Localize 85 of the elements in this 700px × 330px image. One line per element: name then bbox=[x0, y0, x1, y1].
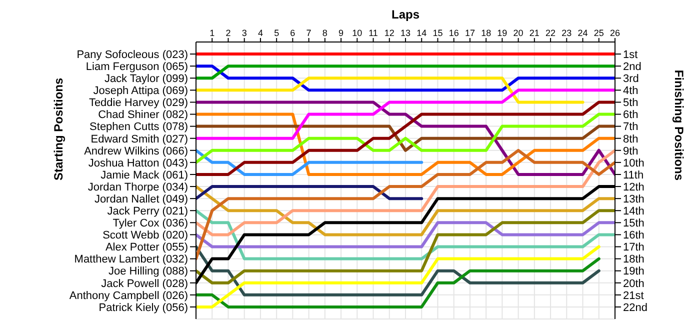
line-series bbox=[196, 112, 615, 164]
line-series bbox=[196, 245, 600, 308]
x-tick-label: 6 bbox=[290, 28, 296, 38]
x-tick-label: 21 bbox=[529, 28, 540, 38]
y2-tick-label: 20th bbox=[623, 278, 644, 290]
y2-tick-label: 4th bbox=[623, 85, 638, 98]
category-label: Patrick Kiely (056) bbox=[98, 302, 188, 314]
x-tick-label: 15 bbox=[432, 28, 443, 38]
category-label: Chad Shiner (082) bbox=[98, 109, 188, 122]
category-label: Jack Perry (021) bbox=[107, 206, 188, 218]
y2-tick-label: 12th bbox=[623, 181, 644, 194]
y2-tick-label: 5th bbox=[623, 97, 638, 110]
category-label: Jordan Nallet (049) bbox=[94, 193, 188, 206]
category-label: Joe Hilling (088) bbox=[108, 266, 188, 278]
x-tick-label: 24 bbox=[578, 28, 588, 38]
y2-tick-label: 22nd bbox=[623, 302, 648, 314]
y2-tick-label: 7th bbox=[623, 121, 638, 134]
category-label: Liam Ferguson (065) bbox=[86, 60, 188, 73]
x-tick-label: 4 bbox=[258, 28, 263, 38]
x-tick-label: 19 bbox=[497, 28, 508, 38]
category-label: Jordan Thorpe (034) bbox=[88, 181, 188, 194]
y2-tick-label: 9th bbox=[623, 145, 638, 158]
category-label: Joseph Attipa (069) bbox=[93, 85, 188, 98]
x-tick-label: 14 bbox=[416, 28, 427, 38]
category-label: Alex Potter (055) bbox=[105, 242, 188, 254]
x-tick-label: 20 bbox=[513, 28, 524, 38]
category-label: Jack Taylor (099) bbox=[104, 73, 188, 86]
y2-tick-label: 19th bbox=[623, 266, 644, 278]
x-tick-label: 11 bbox=[368, 28, 378, 38]
category-label: Jack Powell (028) bbox=[101, 278, 188, 290]
x-tick-label: 17 bbox=[464, 28, 475, 38]
category-label: Pany Sofocleous (023) bbox=[76, 48, 188, 61]
y2-tick-label: 10th bbox=[623, 157, 644, 170]
line-series bbox=[196, 209, 615, 260]
category-label: Stephen Cutts (078) bbox=[90, 121, 188, 134]
y2-tick-label: 6th bbox=[623, 109, 638, 122]
y2-tick-label: 14th bbox=[623, 206, 644, 218]
category-label: Edward Smith (027) bbox=[90, 133, 188, 146]
x-tick-label: 8 bbox=[322, 28, 328, 38]
x-tick-label: 23 bbox=[562, 28, 572, 38]
x-axis-title: Laps bbox=[391, 8, 420, 22]
y2-tick-label: 11th bbox=[623, 169, 644, 182]
x-tick-label: 25 bbox=[594, 28, 604, 38]
x-tick-label: 12 bbox=[384, 28, 394, 38]
category-label: Tyler Cox (036) bbox=[112, 218, 188, 230]
line-series bbox=[196, 148, 615, 260]
y2-tick-label: 2nd bbox=[623, 60, 642, 73]
x-tick-label: 22 bbox=[546, 28, 556, 38]
line-series bbox=[196, 257, 600, 308]
x-tick-label: 26 bbox=[610, 28, 620, 38]
text: Starting Positions bbox=[51, 78, 66, 180]
y2-tick-label: 21st bbox=[623, 290, 644, 302]
x-tick-label: 5 bbox=[274, 28, 280, 38]
y2-tick-label: 15th bbox=[623, 218, 644, 230]
x-tick-label: 2 bbox=[226, 28, 231, 38]
y2-axis-title: Finishing Positions bbox=[672, 70, 686, 181]
y2-tick-label: 13th bbox=[623, 193, 644, 206]
y2-tick-label: 17th bbox=[623, 242, 644, 254]
x-tick-label: 3 bbox=[242, 28, 247, 38]
category-label: Joshua Hatton (043) bbox=[88, 157, 188, 170]
x-tick-label: 9 bbox=[338, 28, 344, 38]
x-tick-label: 1 bbox=[210, 28, 215, 38]
y2-tick-label: 1st bbox=[623, 48, 638, 61]
y2-tick-label: 3rd bbox=[623, 73, 639, 86]
x-tick-label: 16 bbox=[448, 28, 459, 38]
line-series bbox=[196, 185, 615, 236]
category-label: Scott Webb (020) bbox=[102, 230, 188, 242]
x-tick-label: 7 bbox=[306, 28, 312, 38]
y2-tick-label: 16th bbox=[623, 230, 644, 242]
x-tick-label: 13 bbox=[400, 28, 411, 38]
x-tick-label: 18 bbox=[481, 28, 492, 38]
y2-tick-label: 18th bbox=[623, 254, 644, 266]
line-series bbox=[196, 112, 615, 176]
line-series bbox=[196, 100, 615, 176]
x-tick-label: 10 bbox=[352, 28, 362, 38]
category-label: Anthony Campbell (026) bbox=[69, 290, 188, 302]
y2-tick-label: 8th bbox=[623, 133, 638, 146]
category-label: Jamie Mack (061) bbox=[100, 169, 188, 182]
line-series bbox=[196, 88, 615, 140]
line-series bbox=[196, 245, 600, 296]
category-label: Andrew Wilkins (066) bbox=[84, 145, 188, 158]
line-series bbox=[196, 209, 615, 284]
category-label: Matthew Lambert (032) bbox=[74, 254, 188, 266]
line-series bbox=[196, 148, 615, 236]
category-label: Teddie Harvey (029) bbox=[88, 97, 188, 110]
